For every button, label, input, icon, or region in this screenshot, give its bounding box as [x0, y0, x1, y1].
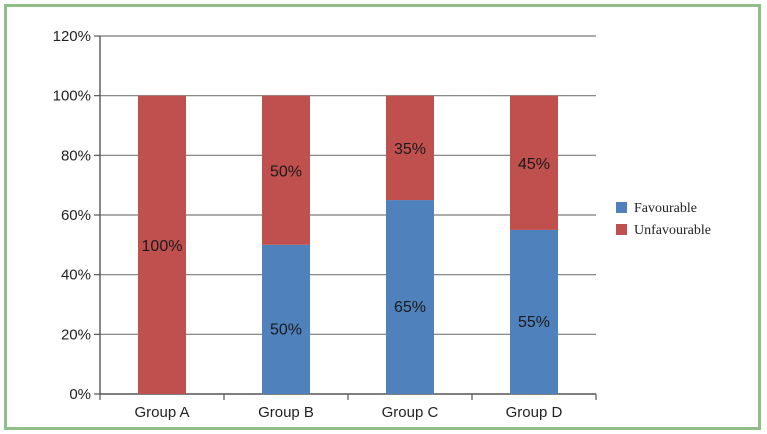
data-label: 50% — [270, 321, 302, 338]
bar-favourable-group-d — [510, 229, 558, 394]
data-label: 100% — [142, 238, 183, 255]
x-tick-label: Group D — [506, 404, 563, 421]
legend-label: Favourable — [634, 201, 697, 216]
y-axis: 0% 20% 40% 60% 80% 100% 120% — [53, 28, 101, 403]
data-label: 45% — [518, 156, 550, 173]
legend-label: Unfavourable — [634, 223, 711, 238]
y-tick-label: 100% — [53, 88, 91, 105]
data-label: 65% — [394, 299, 426, 316]
x-tick-label: Group C — [382, 404, 439, 421]
data-labels: 100% 50% 50% 65% 35% 55% 45% — [142, 141, 550, 339]
y-tick-label: 120% — [53, 28, 91, 45]
x-tick-label: Group B — [258, 404, 314, 421]
data-label: 35% — [394, 141, 426, 158]
data-label: 55% — [518, 314, 550, 331]
legend-swatch — [616, 224, 627, 235]
bar-unfavourable-group-d — [510, 95, 558, 230]
legend-swatch — [616, 202, 627, 213]
y-tick-label: 20% — [61, 326, 91, 343]
x-tick-label: Group A — [134, 404, 189, 421]
y-tick-label: 0% — [69, 386, 91, 403]
y-tick-label: 80% — [61, 147, 91, 164]
bar-unfavourable-group-b — [262, 95, 310, 245]
y-tick-label: 60% — [61, 207, 91, 224]
bar-favourable-group-b — [262, 244, 310, 394]
bar-unfavourable-group-a — [138, 95, 186, 395]
bar-unfavourable-group-c — [386, 95, 434, 201]
bar-favourable-group-c — [386, 200, 434, 394]
legend: Favourable Unfavourable — [616, 201, 711, 238]
bars — [138, 95, 558, 395]
x-axis: Group A Group B Group C Group D — [99, 393, 597, 421]
data-label: 50% — [270, 163, 302, 180]
y-tick-label: 40% — [61, 267, 91, 284]
chart-frame — [4, 4, 761, 430]
